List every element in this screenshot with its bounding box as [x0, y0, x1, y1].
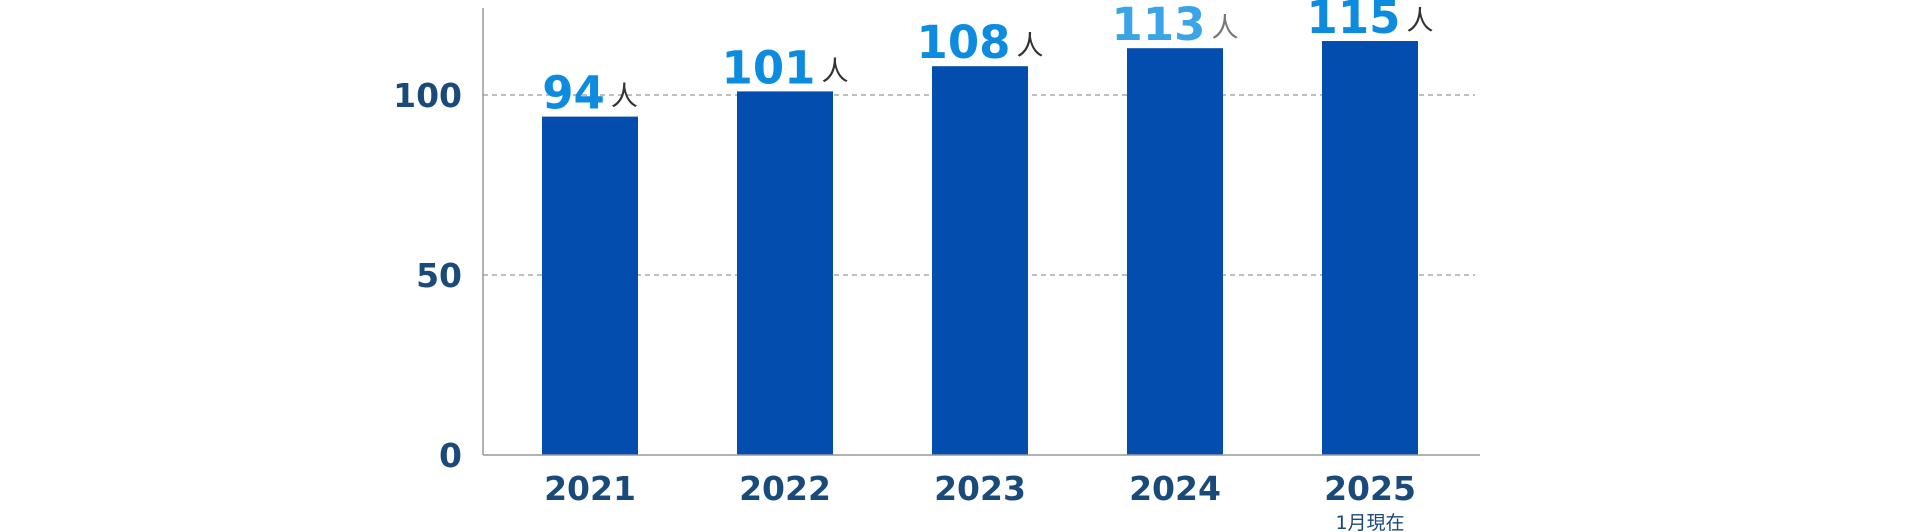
data-label-value: 101 — [722, 41, 816, 94]
y-tick-label: 0 — [439, 436, 462, 475]
data-label-value: 115 — [1307, 0, 1401, 44]
bar-2021 — [542, 116, 638, 455]
data-label-unit: 人 — [611, 82, 638, 113]
bars — [542, 41, 1418, 456]
x-tick-label: 2022 — [739, 469, 831, 508]
data-label-unit: 人 — [1211, 13, 1238, 44]
x-tick-labels: 2021 2022 2023 2024 2025 1月現在 — [544, 469, 1416, 532]
axes — [482, 8, 1480, 456]
bar-2022 — [737, 91, 833, 456]
data-label-unit: 人 — [1406, 6, 1433, 37]
data-label-value: 94 — [542, 67, 605, 120]
data-label: 101 人 — [722, 41, 849, 94]
x-tick-label: 2023 — [934, 469, 1026, 508]
x-tick-label: 2024 — [1129, 469, 1221, 508]
data-label-value: 108 — [917, 16, 1011, 69]
data-label: 115 人 — [1307, 0, 1434, 44]
data-label: 94 人 — [542, 67, 638, 120]
data-label: 113 人 — [1112, 0, 1239, 51]
x-tick-note: 1月現在 — [1335, 512, 1404, 532]
data-label-value: 113 — [1112, 0, 1206, 51]
x-tick-label: 2021 — [544, 469, 636, 508]
y-tick-labels: 0 50 100 — [393, 76, 462, 475]
bar-2023 — [932, 66, 1028, 455]
y-tick-label: 100 — [393, 76, 462, 115]
bar-2024 — [1127, 48, 1223, 455]
data-label-unit: 人 — [1016, 31, 1043, 62]
data-label-unit: 人 — [821, 56, 848, 87]
x-tick-label: 2025 — [1324, 469, 1416, 508]
data-label: 108 人 — [917, 16, 1044, 69]
y-tick-label: 50 — [416, 256, 462, 295]
bar-2025 — [1322, 41, 1418, 455]
